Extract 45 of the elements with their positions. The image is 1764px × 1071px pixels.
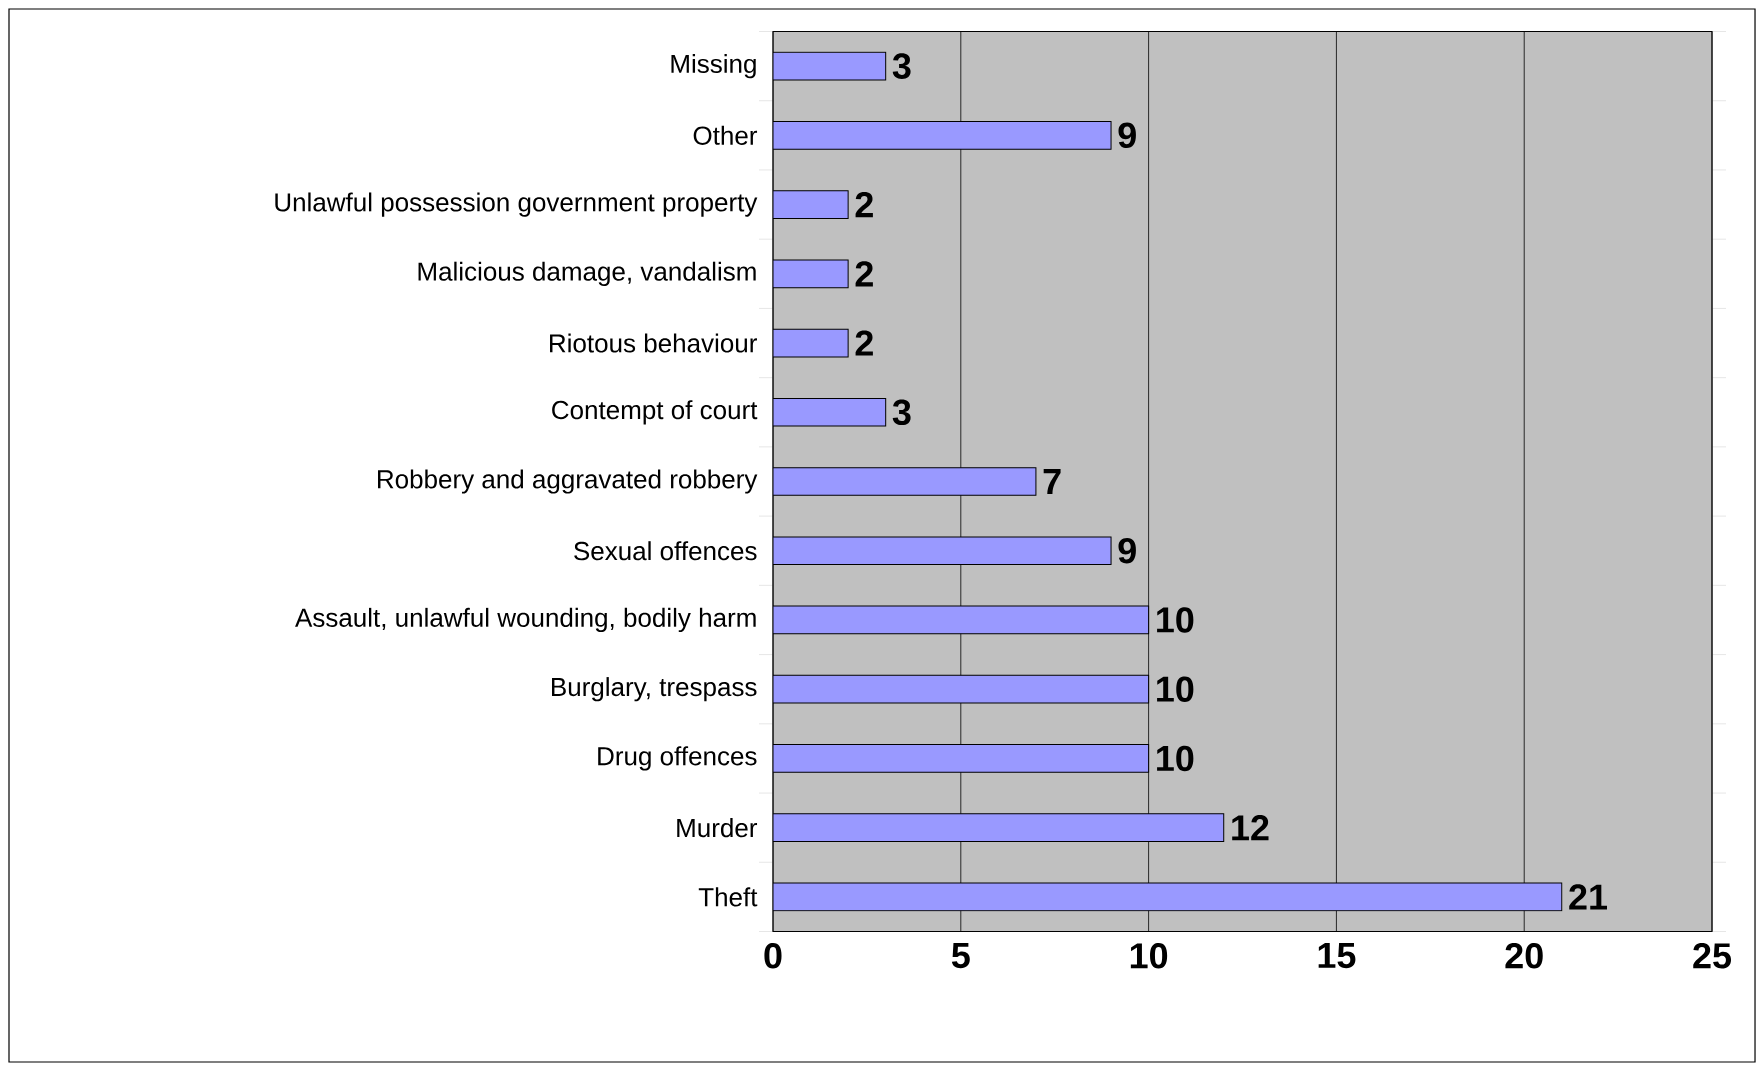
data-label: 9: [1118, 538, 1136, 564]
data-label: 7: [1043, 469, 1061, 494]
data-label: 2: [855, 261, 873, 287]
y-tick-label: Sexual offences: [574, 541, 757, 561]
y-tick-label: Burglary, trespass: [552, 677, 757, 702]
bar: [773, 813, 1225, 843]
data-label: 21: [1569, 884, 1607, 910]
y-tick-label: Riotous behaviour: [550, 333, 757, 353]
y-tick-label: Drug offences: [598, 746, 757, 771]
x-tick-label: 0: [764, 943, 782, 969]
x-tick-label: 25: [1693, 943, 1732, 969]
bar: [773, 328, 849, 358]
bar: [773, 397, 887, 427]
bar: [773, 51, 887, 81]
x-tick-label: 5: [951, 943, 970, 969]
data-label: 9: [1118, 122, 1136, 149]
bar: [773, 605, 1150, 635]
y-tick-label: Robbery and aggravated robbery: [378, 469, 758, 494]
bar: [773, 536, 1112, 566]
y-tick-label: Missing: [671, 54, 756, 79]
y-tick-label: Other: [693, 125, 758, 145]
y-tick-label: Assault, unlawful wounding, bodily harm: [295, 607, 756, 633]
x-tick-label: 15: [1318, 943, 1356, 969]
x-tick-label: 10: [1130, 943, 1168, 969]
data-label: 2: [855, 330, 873, 356]
bar: [773, 882, 1563, 912]
bar: [773, 674, 1150, 704]
y-tick-label: Malicious damage, vandalism: [418, 261, 756, 286]
data-label: 3: [892, 399, 911, 426]
data-label: 10: [1157, 745, 1194, 772]
y-tick-label: Murder: [677, 818, 758, 838]
bar: [773, 121, 1112, 150]
y-tick-label: Contempt of court: [552, 400, 758, 425]
data-label: 10: [1157, 607, 1194, 633]
x-tick-label: 20: [1505, 943, 1543, 969]
data-label: 12: [1232, 815, 1269, 841]
bar: [773, 467, 1037, 496]
data-label: 3: [892, 53, 911, 79]
bar: [773, 744, 1150, 773]
data-label: 10: [1157, 676, 1194, 702]
y-tick-label: Unlawful possession government property: [275, 192, 758, 217]
bar: [773, 259, 849, 289]
y-tick-label: Theft: [698, 887, 758, 907]
data-label: 2: [855, 192, 873, 218]
bar: [773, 190, 849, 219]
